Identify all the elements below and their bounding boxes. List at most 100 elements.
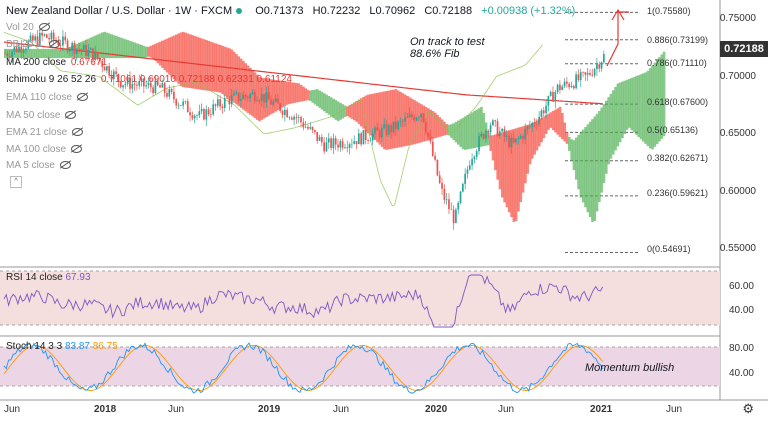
candle-body — [281, 110, 284, 115]
candle-body — [226, 98, 228, 99]
candle-body — [531, 122, 534, 127]
ichimoku-cloud-segment — [311, 90, 315, 103]
ichimoku-cloud-segment — [457, 120, 460, 145]
indicator-vol[interactable]: Vol 20 — [6, 22, 50, 33]
ichimoku-cloud-segment — [468, 113, 472, 149]
ichimoku-cloud-segment — [50, 48, 53, 59]
candle-body — [69, 49, 71, 52]
candle-body — [34, 36, 37, 41]
ichimoku-cloud-segment — [165, 38, 169, 73]
candle-body — [496, 121, 499, 137]
candle-body — [52, 32, 55, 40]
candle-body — [41, 32, 43, 36]
indicator-ma5[interactable]: MA 5 close — [6, 160, 71, 171]
candle-body — [253, 92, 256, 102]
candle-body — [283, 109, 286, 115]
candle-body — [364, 130, 367, 141]
ichimoku-cloud-segment — [59, 48, 63, 59]
candle-body — [221, 106, 224, 109]
hidden-eye-icon[interactable] — [65, 111, 77, 120]
fib-label: 0.886(0.73199) — [647, 35, 709, 45]
candle-body — [48, 37, 50, 40]
indicator-ma50[interactable]: MA 50 close — [6, 110, 77, 121]
candle-body — [540, 110, 543, 117]
ichimoku-cloud-segment — [526, 124, 530, 174]
hidden-eye-icon[interactable] — [76, 93, 88, 102]
candle-body — [334, 138, 337, 145]
indicator-ema21[interactable]: EMA 21 close — [6, 127, 84, 138]
indicator-ichimoku[interactable]: Ichimoku 9 26 52 26 0.71061 0.69010 0.72… — [6, 74, 292, 85]
ichimoku-cloud-segment — [343, 105, 347, 118]
candle-body — [353, 141, 356, 144]
candle-body — [547, 95, 550, 106]
candle-body — [357, 133, 360, 145]
ichimoku-cloud-segment — [195, 36, 199, 90]
hidden-eye-icon[interactable] — [72, 128, 84, 137]
ichimoku-cloud-segment — [651, 65, 654, 150]
ichimoku-cloud-segment — [135, 43, 139, 59]
ichimoku-cloud-segment — [15, 48, 19, 59]
ichimoku-cloud-segment — [133, 42, 137, 59]
candle-body — [78, 48, 80, 50]
hidden-eye-icon[interactable] — [49, 40, 61, 49]
hidden-eye-icon[interactable] — [59, 161, 71, 170]
symbol-title[interactable]: New Zealand Dollar / U.S. Dollar · 1W · … — [6, 5, 233, 17]
ichimoku-cloud-segment — [641, 73, 645, 142]
ichimoku-cloud-segment — [466, 115, 469, 150]
candle-body — [304, 126, 307, 128]
hidden-eye-icon[interactable] — [71, 145, 83, 154]
candle-body — [297, 117, 300, 118]
candle-body — [242, 94, 245, 100]
candle-body — [374, 127, 376, 134]
candle-body — [482, 133, 485, 139]
candle-body — [549, 91, 552, 96]
candle-body — [471, 159, 473, 166]
ichimoku-cloud-segment — [535, 120, 539, 151]
ichimoku-cloud-segment — [563, 122, 567, 142]
candle-body — [314, 130, 316, 132]
ichimoku-cloud-segment — [232, 51, 236, 103]
price-axis-label: 0.55000 — [719, 243, 756, 254]
ichimoku-cloud-segment — [334, 100, 338, 120]
settings-gear-icon[interactable]: ⚙ — [742, 401, 754, 416]
ichimoku-cloud-segment — [593, 116, 597, 221]
ichimoku-cloud-segment — [47, 48, 51, 59]
candle-body — [173, 91, 175, 100]
indicator-ema110[interactable]: EMA 110 close — [6, 92, 88, 103]
collapse-legend-button[interactable]: ^ — [10, 176, 22, 188]
indicator-ma100[interactable]: MA 100 close — [6, 144, 83, 155]
candle-body — [390, 125, 393, 133]
ichimoku-cloud-segment — [188, 34, 192, 89]
candle-body — [586, 72, 589, 75]
ichimoku-cloud-segment — [350, 103, 354, 119]
ichimoku-cloud-segment — [614, 86, 617, 151]
stoch-legend[interactable]: Stoch 14 3 3 83.87 86.75 — [6, 341, 118, 352]
candle-body — [450, 209, 453, 210]
ichimoku-cloud-segment — [415, 101, 419, 144]
ichimoku-cloud-segment — [473, 110, 476, 148]
ichimoku-cloud-segment — [149, 45, 153, 58]
candle-body — [399, 120, 402, 122]
candle-body — [59, 45, 62, 46]
ichimoku-cloud-segment — [568, 136, 571, 151]
indicator-bb[interactable]: BB 20 2 — [6, 39, 61, 50]
rsi-legend[interactable]: RSI 14 close 67.93 — [6, 272, 91, 283]
ohlc-high: H0.72232 — [312, 5, 361, 17]
ichimoku-cloud-segment — [487, 132, 490, 146]
ichimoku-cloud-segment — [325, 94, 328, 114]
indicator-ma200[interactable]: MA 200 close 0.67671 — [6, 57, 107, 68]
candle-body — [196, 115, 198, 116]
ichimoku-cloud-segment — [302, 86, 305, 102]
candle-body — [175, 99, 178, 106]
ichimoku-cloud-segment — [158, 41, 162, 66]
ichimoku-cloud-segment — [216, 44, 220, 93]
candle-body — [112, 71, 115, 80]
ichimoku-cloud-segment — [537, 119, 541, 147]
candle-body — [392, 121, 395, 133]
candle-body — [251, 92, 254, 95]
ichimoku-cloud-segment — [235, 54, 238, 105]
candle-body — [156, 80, 159, 86]
candle-body — [489, 125, 492, 133]
hidden-eye-icon[interactable] — [38, 23, 50, 32]
